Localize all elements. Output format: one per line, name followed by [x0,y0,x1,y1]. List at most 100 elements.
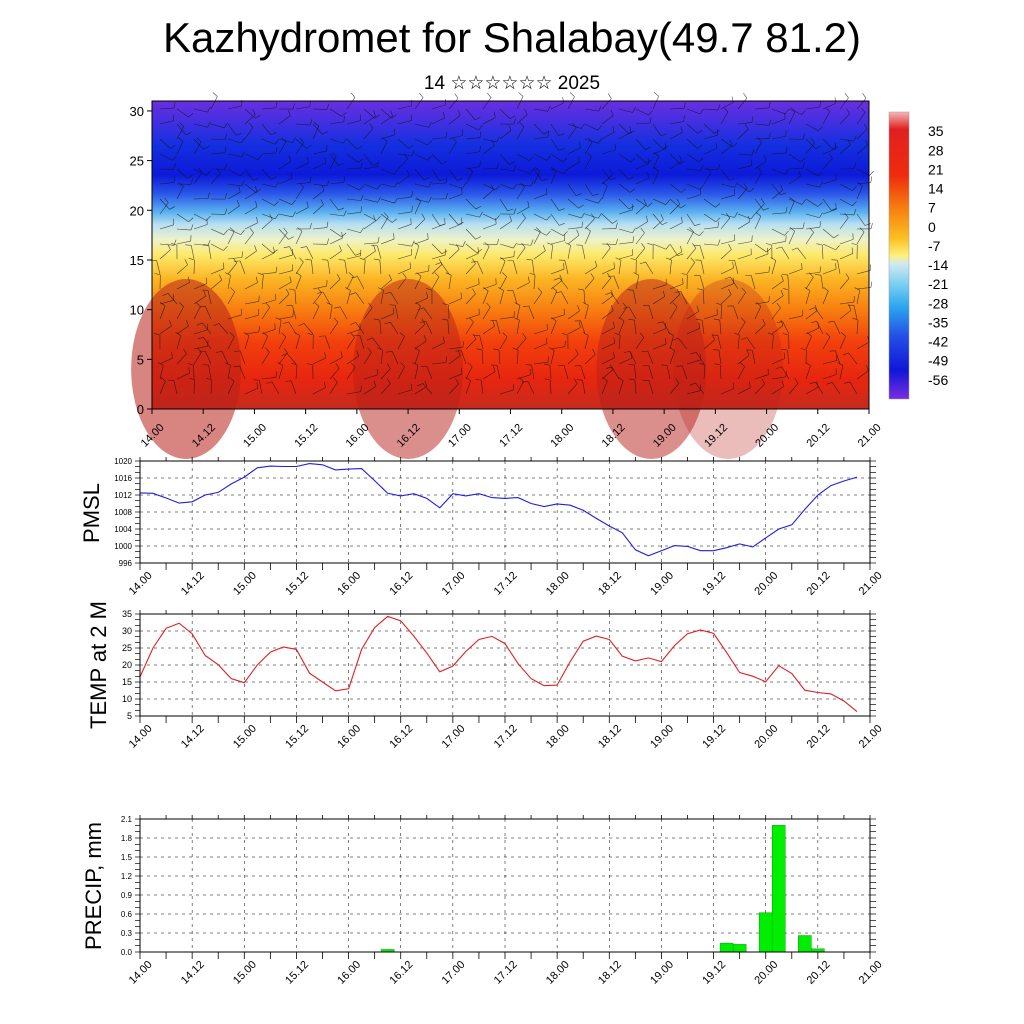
wind-barb [499,220,512,230]
wind-barb-feather [514,302,521,306]
wind-barb [278,178,292,185]
wind-barb-feather [373,215,376,222]
wind-barb [346,329,361,335]
wind-barb-feather [580,123,585,129]
wind-barb [635,163,650,170]
wind-barb-feather [445,193,448,199]
wind-barb-feather [262,332,268,337]
wind-barb [718,350,722,365]
wind-barb [465,137,480,140]
wind-barb [652,156,659,170]
wind-barb [822,360,837,365]
wind-barb [788,383,799,395]
wind-barb-feather [486,92,492,98]
wind-barb [771,325,784,335]
wind-barb-feather [274,139,279,145]
wind-barb-feather [630,188,636,193]
wind-barb [390,291,399,305]
wind-barb [567,354,579,365]
wind-barb [465,263,476,275]
wind-barb-feather [680,188,687,193]
wind-barb-feather [498,287,504,291]
wind-barb-feather [728,244,732,250]
colorbar-label: 35 [928,123,944,139]
wind-barb-feather [294,332,300,336]
wind-barb [720,168,730,181]
wind-barb [771,358,785,365]
wind-barb [856,231,865,245]
wind-barb [431,254,446,260]
wind-barb-feather [766,247,772,253]
wind-barb-feather [167,244,171,250]
wind-barb-feather [274,201,279,206]
wind-barb [465,123,479,131]
wind-barb-feather [607,275,614,277]
wind-barb-feather [529,156,534,161]
wind-barb [227,257,242,260]
wind-barb-feather [241,137,245,144]
wind-barb [426,365,433,380]
wind-barb-feather [680,245,683,252]
wind-barb [431,342,445,350]
wind-barb-feather [255,114,261,119]
wind-barb-feather [780,289,784,296]
wind-barb [288,321,297,335]
wind-barb [567,227,582,230]
wind-barb [533,329,548,335]
wind-barb [292,305,297,320]
wind-barb [465,380,471,395]
p3-xtick-label: 15.12 [283,959,311,987]
wind-barb-feather [188,113,194,118]
wind-barb [346,391,361,395]
wind-barb [244,206,258,215]
wind-barb-feather [258,295,260,302]
wind-barb [312,357,326,365]
colorbar-label: -42 [928,334,948,350]
wind-barb-feather [439,178,446,182]
wind-barb [414,138,428,146]
wind-barb-feather [334,306,341,309]
wind-barb [527,381,535,395]
wind-barb [652,328,667,335]
wind-barb [686,311,699,320]
wind-barb-feather [496,238,500,245]
heatmap-ytick-label: 15 [130,253,144,268]
wind-barb [734,260,739,275]
wind-barb-feather [853,296,855,303]
wind-barb-feather [558,148,565,151]
wind-barb-feather [840,332,846,337]
wind-barb [822,111,831,125]
wind-barb-feather [801,109,806,115]
wind-barb-feather [818,126,823,132]
wind-barb-feather [640,227,645,234]
wind-barb-feather [809,381,816,385]
wind-barb-feather [770,257,776,261]
wind-barb-feather [598,198,602,204]
wind-barb [849,381,858,395]
wind-barb [380,279,392,290]
wind-barb-feather [222,262,225,269]
wind-barb [346,290,351,305]
p3-xtick-label: 19.00 [648,959,676,987]
wind-barb [380,168,395,175]
wind-barb [788,108,803,115]
wind-barb [805,138,817,150]
wind-barb-feather [513,317,520,321]
wind-barb [372,337,382,350]
wind-barb [278,161,291,170]
p2-xtick-label: 19.00 [648,723,676,751]
wind-barb-feather [373,245,376,252]
wind-barb-feather [715,142,718,149]
wind-barb-feather [529,168,534,174]
wind-barb [720,267,734,275]
wind-barb [686,168,701,172]
wind-barb-feather [175,332,181,336]
colorbar-label: -28 [928,295,948,311]
wind-barb-feather [184,259,188,265]
wind-barb [414,340,427,350]
wind-barb [295,142,305,155]
wind-barb [482,284,497,290]
wind-barb [720,294,732,305]
wind-barb [601,295,614,305]
wind-barb [448,243,463,247]
